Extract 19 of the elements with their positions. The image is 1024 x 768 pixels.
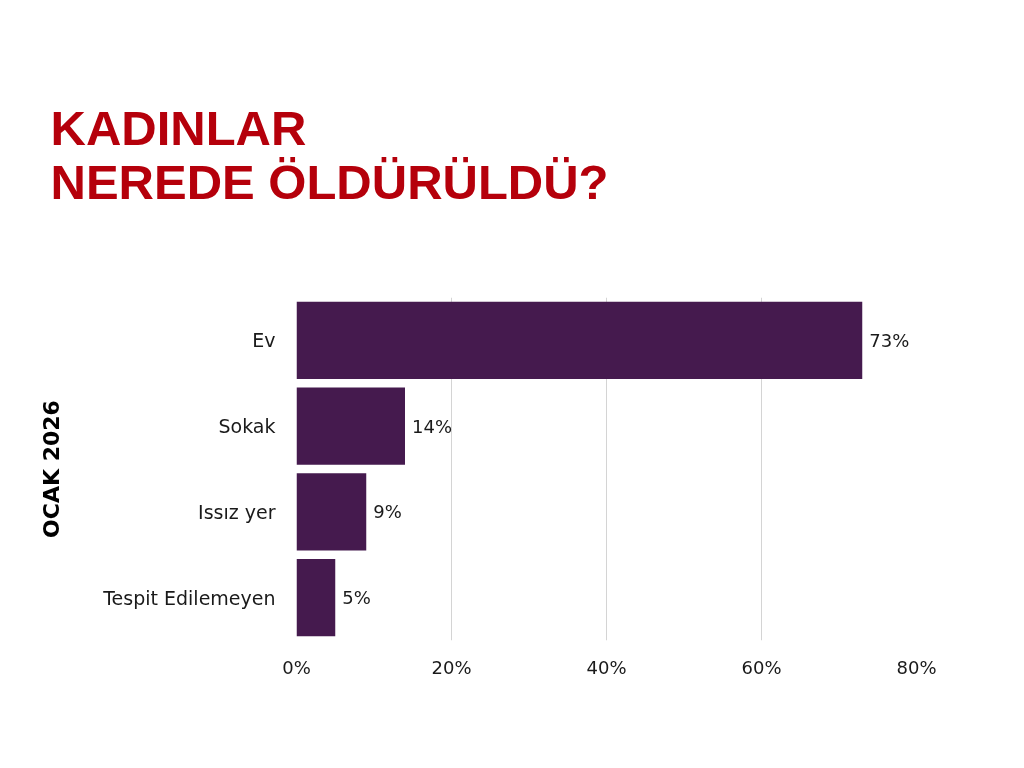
x-tick-label: 20%	[431, 656, 472, 678]
data-label: 73%	[869, 329, 910, 351]
x-tick-label: 40%	[586, 656, 627, 678]
y-tick-label: Tespit Edilemeyen	[102, 586, 276, 609]
bar	[296, 559, 336, 637]
data-label: 14%	[412, 415, 453, 437]
data-label: 9%	[373, 501, 402, 523]
bar	[296, 387, 405, 465]
y-tick-label: Issız yer	[198, 500, 276, 523]
x-tick-label: 60%	[741, 656, 782, 678]
chart-title: KADINLAR NEREDE ÖLDÜRÜLDÜ?	[50, 100, 609, 209]
y-tick-label: Ev	[252, 329, 276, 352]
y-tick-label: Sokak	[218, 415, 276, 438]
data-label: 5%	[342, 587, 371, 609]
x-tick-label: 0%	[282, 656, 311, 678]
bar	[296, 301, 863, 379]
x-tick-label: 80%	[896, 656, 937, 678]
bar	[296, 473, 367, 551]
y-axis-title: OCAK 2026	[39, 400, 65, 538]
